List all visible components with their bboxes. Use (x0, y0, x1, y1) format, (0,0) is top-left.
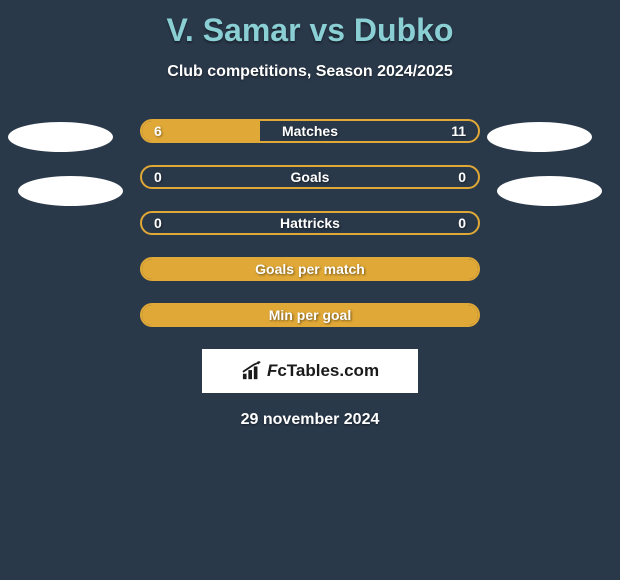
side-oval-3 (497, 176, 602, 206)
bar-left-value: 0 (154, 215, 162, 231)
stat-bar-goals: 0 0 Goals (140, 165, 480, 189)
bar-chart-icon (241, 361, 263, 381)
stat-bar-goals-per-match: Goals per match (140, 257, 480, 281)
side-oval-0 (8, 122, 113, 152)
bar-right-value: 0 (458, 169, 466, 185)
bar-left-value: 6 (154, 123, 162, 139)
bar-label: Min per goal (269, 307, 351, 323)
stat-bar-hattricks: 0 0 Hattricks (140, 211, 480, 235)
bar-label: Matches (282, 123, 338, 139)
bar-label: Hattricks (280, 215, 340, 231)
bar-left-value: 0 (154, 169, 162, 185)
bar-right-value: 0 (458, 215, 466, 231)
date-line: 29 november 2024 (0, 411, 620, 429)
stat-bar-min-per-goal: Min per goal (140, 303, 480, 327)
side-oval-1 (18, 176, 123, 206)
bar-label: Goals (291, 169, 330, 185)
bar-right-value: 11 (451, 123, 466, 139)
side-oval-2 (487, 122, 592, 152)
logo-box: FcTables.com (202, 349, 418, 393)
page-title: V. Samar vs Dubko (0, 0, 620, 49)
bar-label: Goals per match (255, 261, 365, 277)
logo-text: FcTables.com (267, 361, 379, 381)
stat-bar-matches: 6 11 Matches (140, 119, 480, 143)
subtitle: Club competitions, Season 2024/2025 (0, 63, 620, 81)
